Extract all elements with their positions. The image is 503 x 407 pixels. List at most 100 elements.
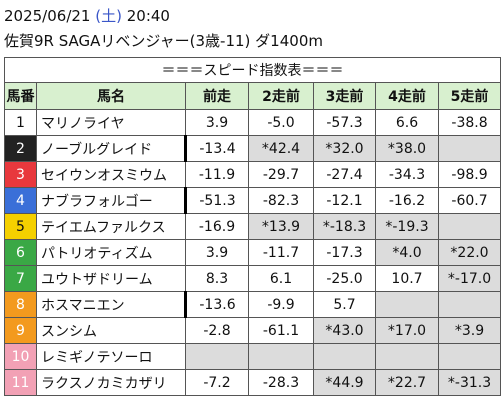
horse-name: ラクスノカミカザリ (36, 369, 186, 396)
speed-index: -13.4 (184, 135, 249, 162)
horse-name: テイエムファルクス (36, 213, 186, 240)
column-header: 4走前 (375, 82, 439, 110)
column-header: 馬名 (36, 82, 186, 110)
horse-row: 5 テイエムファルクス -16.9 *13.9 *-18.3 *-19.3 (4, 213, 502, 240)
horse-row: 8 ホスマニエン -13.6 -9.9 5.7 (4, 291, 502, 318)
speed-index: -16.2 (375, 187, 439, 214)
speed-index (248, 343, 314, 370)
speed-index: 10.7 (375, 265, 439, 292)
speed-index: 5.7 (313, 291, 376, 318)
speed-index: *4.0 (375, 239, 439, 266)
speed-index: *22.0 (437, 239, 502, 266)
horse-number: 5 (4, 213, 37, 240)
speed-table: ＝＝＝スピード指数表＝＝＝ 馬番 馬名 前走 2走前 3走前 4走前 5走前 1 マリノライヤ… (3, 57, 502, 396)
horse-number: 3 (4, 161, 37, 188)
speed-index: *44.9 (313, 369, 376, 396)
speed-index: -28.3 (248, 369, 314, 396)
speed-index (185, 343, 249, 370)
speed-index: -34.3 (375, 161, 439, 188)
horse-number: 2 (4, 135, 37, 162)
speed-index: 3.9 (185, 239, 249, 266)
horse-number: 4 (4, 187, 37, 214)
speed-index (375, 343, 439, 370)
speed-index: *-19.3 (375, 213, 439, 240)
table-head: ＝＝＝スピード指数表＝＝＝ 馬番 馬名 前走 2走前 3走前 4走前 5走前 (3, 57, 502, 110)
speed-index: -16.9 (185, 213, 249, 240)
speed-index: -61.1 (248, 317, 314, 344)
horse-name: ホスマニエン (36, 291, 186, 318)
speed-index: -82.3 (248, 187, 314, 214)
speed-index: *17.0 (375, 317, 439, 344)
speed-index: 6.1 (248, 265, 314, 292)
header-row: 馬番 馬名 前走 2走前 3走前 4走前 5走前 (4, 82, 502, 110)
speed-index (313, 343, 376, 370)
speed-index: -7.2 (185, 369, 249, 396)
speed-index: -51.3 (184, 187, 249, 214)
speed-index: *42.4 (248, 135, 314, 162)
speed-index: -38.8 (437, 109, 502, 136)
horse-number: 6 (4, 239, 37, 266)
horse-name: セイウンオスミウム (36, 161, 186, 188)
speed-index: -17.3 (313, 239, 376, 266)
horse-name: スンシム (36, 317, 186, 344)
speed-index (375, 291, 439, 318)
horse-name: ノーブルグレイド (36, 135, 186, 162)
horse-number: 9 (4, 317, 37, 344)
speed-index: *-18.3 (313, 213, 376, 240)
speed-index: -27.4 (313, 161, 376, 188)
horse-name: マリノライヤ (36, 109, 186, 136)
speed-index (437, 291, 502, 318)
speed-index: 8.3 (185, 265, 249, 292)
title-row: ＝＝＝スピード指数表＝＝＝ (3, 57, 502, 83)
horse-number: 8 (4, 291, 37, 318)
time: 20:40 (126, 7, 170, 25)
speed-index: *13.9 (248, 213, 314, 240)
speed-index: 6.6 (375, 109, 439, 136)
speed-index: *-17.0 (437, 265, 502, 292)
speed-index: *3.9 (437, 317, 502, 344)
speed-index: *22.7 (375, 369, 439, 396)
speed-index: -12.1 (313, 187, 376, 214)
speed-index: -13.6 (184, 291, 249, 318)
horse-row: 10 レミギノテソーロ (4, 343, 502, 370)
horse-name: ナブラフォルゴー (36, 187, 186, 214)
speed-index: -2.8 (185, 317, 249, 344)
horse-row: 2 ノーブルグレイド -13.4 *42.4 *32.0 *38.0 (4, 135, 502, 162)
table-body: 1 マリノライヤ 3.9 -5.0 -57.3 6.6 -38.8 2 ノーブルグレイド -13.… (4, 109, 502, 396)
horse-name: パトリオティズム (36, 239, 186, 266)
horse-number: 1 (4, 109, 37, 136)
table-title: ＝＝＝スピード指数表＝＝＝ (3, 57, 502, 83)
column-header: 3走前 (313, 82, 376, 110)
column-header: 馬番 (4, 82, 37, 110)
speed-index: *43.0 (313, 317, 376, 344)
horse-name: ユウトザドリーム (36, 265, 186, 292)
speed-index (437, 135, 502, 162)
speed-index: *32.0 (313, 135, 376, 162)
speed-index: -11.7 (248, 239, 314, 266)
speed-index: -29.7 (248, 161, 314, 188)
date: 2025/06/21 (4, 7, 91, 25)
horse-row: 7 ユウトザドリーム 8.3 6.1 -25.0 10.7 *-17.0 (4, 265, 502, 292)
horse-number: 11 (4, 369, 37, 396)
column-header: 2走前 (248, 82, 314, 110)
horse-row: 1 マリノライヤ 3.9 -5.0 -57.3 6.6 -38.8 (4, 109, 502, 136)
column-header: 前走 (185, 82, 249, 110)
speed-index: -98.9 (437, 161, 502, 188)
speed-index: 3.9 (185, 109, 249, 136)
horse-name: レミギノテソーロ (36, 343, 186, 370)
horse-number: 7 (4, 265, 37, 292)
date-line: 2025/06/21 (土) 20:40 (4, 5, 170, 26)
speed-index: *-31.3 (437, 369, 502, 396)
speed-index: -25.0 (313, 265, 376, 292)
speed-index: -5.0 (248, 109, 314, 136)
column-header: 5走前 (437, 82, 502, 110)
horse-row: 9 スンシム -2.8 -61.1 *43.0 *17.0 *3.9 (4, 317, 502, 344)
horse-number: 10 (4, 343, 37, 370)
horse-row: 11 ラクスノカミカザリ -7.2 -28.3 *44.9 *22.7 *-31.3 (4, 369, 502, 396)
horse-row: 4 ナブラフォルゴー -51.3 -82.3 -12.1 -16.2 -60.7 (4, 187, 502, 214)
speed-index: -60.7 (437, 187, 502, 214)
speed-index: *38.0 (375, 135, 439, 162)
weekday: (土) (95, 7, 122, 25)
speed-index: -11.9 (185, 161, 249, 188)
